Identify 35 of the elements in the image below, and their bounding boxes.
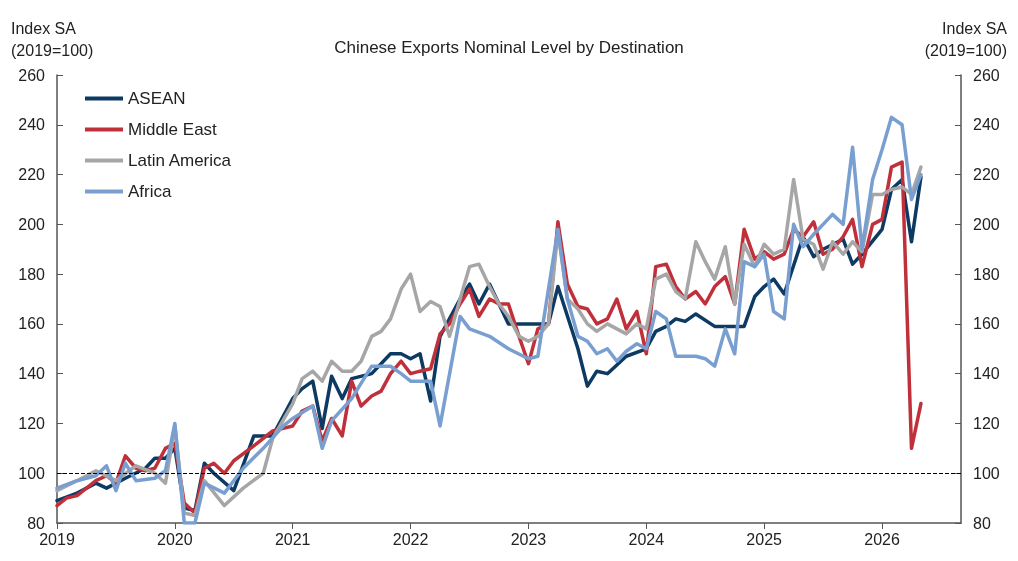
chart-title: Chinese Exports Nominal Level by Destination (334, 38, 684, 57)
y-tick-label: 260 (18, 66, 46, 84)
y-tick-label: 200 (18, 215, 46, 233)
y2-axis-title: Index SA (2019=100) (924, 19, 1008, 59)
y2-tick-label: 80 (973, 514, 991, 532)
legend-label: Latin America (128, 151, 232, 170)
y-tick-label: 100 (18, 464, 46, 482)
y-tick-label: 160 (18, 315, 46, 333)
x-tick-label: 2025 (746, 530, 783, 548)
y2-tick-label: 140 (973, 365, 1000, 383)
x-tick-label: 2021 (274, 530, 311, 548)
y-tick-label: 180 (18, 265, 46, 283)
legend-label: Middle East (128, 120, 218, 139)
y2-tick-label: 160 (973, 315, 1000, 333)
legend-label: Africa (128, 182, 172, 201)
y2-tick-label: 120 (973, 414, 1000, 432)
y2-tick-label: 220 (973, 166, 1000, 184)
y2-tick-label: 100 (973, 464, 1000, 482)
y-tick-label: 240 (18, 116, 46, 134)
legend-label: ASEAN (128, 89, 186, 108)
y-tick-label: 220 (18, 166, 46, 184)
y-axis-title: Index SA (2019=100) (11, 19, 94, 59)
y2-tick-label: 260 (973, 66, 1000, 84)
y-tick-label: 80 (27, 514, 46, 532)
y2-tick-label: 180 (973, 265, 1000, 283)
y2-tick-label: 240 (973, 116, 1000, 134)
x-tick-label: 2024 (628, 530, 665, 548)
x-tick-label: 2023 (510, 530, 547, 548)
y2-tick-label: 200 (973, 215, 1000, 233)
x-tick-label: 2026 (864, 530, 900, 548)
x-tick-label: 2022 (392, 530, 429, 548)
y-tick-label: 120 (18, 414, 46, 432)
x-tick-label: 2020 (157, 530, 193, 548)
x-tick-label: 2019 (39, 530, 75, 548)
y-tick-label: 140 (18, 365, 46, 383)
